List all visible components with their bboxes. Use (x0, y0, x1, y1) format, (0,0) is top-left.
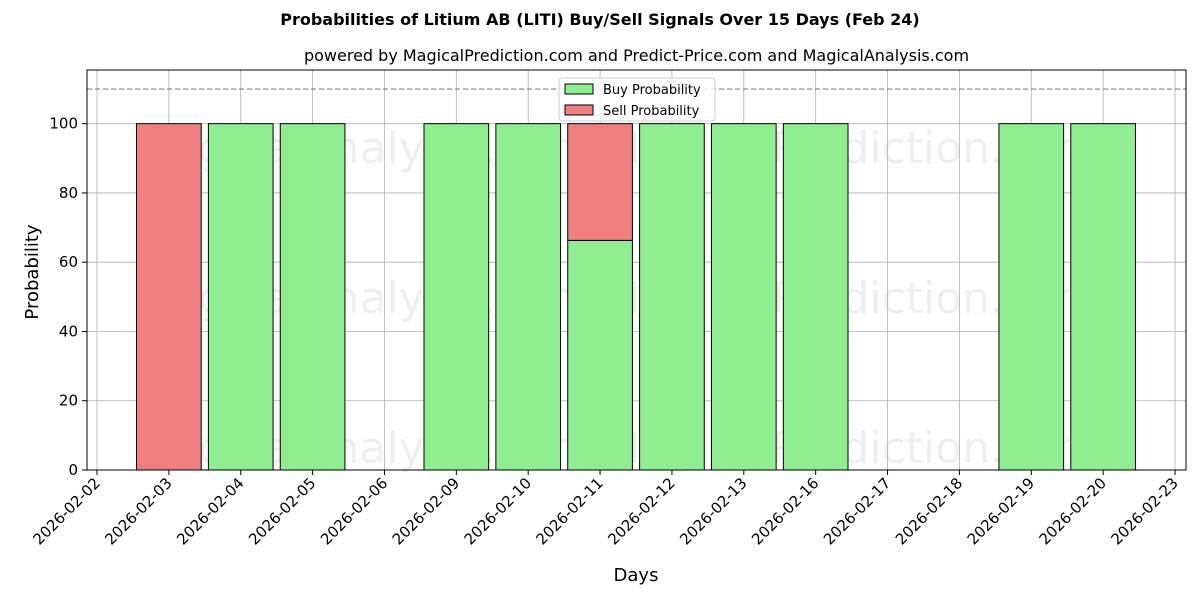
x-tick-label: 2026-02-11 (533, 474, 607, 548)
x-axis-label: Days (614, 565, 659, 586)
x-tick-label: 2026-02-18 (892, 474, 966, 548)
legend-buy-label: Buy Probability (603, 83, 701, 98)
buy-bar (207, 123, 274, 471)
x-tick-label: 2026-02-03 (101, 474, 175, 548)
buy-bar (423, 123, 490, 471)
y-tick-label: 80 (59, 184, 78, 202)
legend-sell-label: Sell Probability (603, 104, 700, 119)
chart-subtitle: powered by MagicalPrediction.com and Pre… (303, 46, 970, 65)
legend-buy-swatch (564, 83, 594, 95)
sell-bar (567, 123, 633, 241)
y-axis: 0 20 40 60 80 100 (49, 115, 87, 479)
x-tick-label: 2026-02-02 (29, 474, 103, 548)
chart-title: Probabilities of Litium AB (LITI) Buy/Se… (280, 10, 920, 29)
y-tick-label: 40 (59, 322, 78, 340)
y-axis-label: Probability (22, 224, 43, 319)
x-tick-label: 2026-02-09 (389, 474, 463, 548)
buy-bar (495, 123, 562, 471)
legend-sell-swatch (564, 104, 594, 116)
y-tick-label: 100 (49, 115, 78, 133)
buy-bar (1070, 123, 1136, 471)
y-tick-label: 60 (59, 253, 78, 271)
buy-bar (998, 123, 1065, 471)
y-tick-label: 0 (68, 461, 78, 479)
x-tick-label: 2026-02-06 (317, 474, 391, 548)
plot-frame (86, 69, 1187, 471)
buy-bar (782, 123, 849, 471)
bars (136, 123, 1136, 471)
y-tick-label: 20 (59, 392, 78, 410)
x-tick-label: 2026-02-17 (820, 474, 894, 548)
x-axis: 2026-02-022026-02-032026-02-042026-02-05… (29, 470, 1182, 548)
x-tick-label: 2026-02-10 (461, 474, 535, 548)
buy-bar (710, 123, 777, 471)
x-tick-label: 2026-02-16 (748, 474, 822, 548)
x-tick-label: 2026-02-19 (964, 474, 1038, 548)
buy-bar (279, 123, 346, 471)
x-tick-label: 2026-02-20 (1036, 474, 1110, 548)
x-tick-label: 2026-02-12 (604, 474, 678, 548)
x-tick-label: 2026-02-05 (245, 474, 319, 548)
x-tick-label: 2026-02-23 (1107, 474, 1181, 548)
sell-bar (136, 123, 202, 471)
buy-bar (639, 123, 705, 471)
legend: Buy Probability Sell Probability (558, 77, 716, 122)
legend-box (558, 77, 716, 122)
x-tick-label: 2026-02-04 (173, 474, 247, 548)
x-tick-label: 2026-02-13 (676, 474, 750, 548)
buy-bar (567, 239, 633, 471)
